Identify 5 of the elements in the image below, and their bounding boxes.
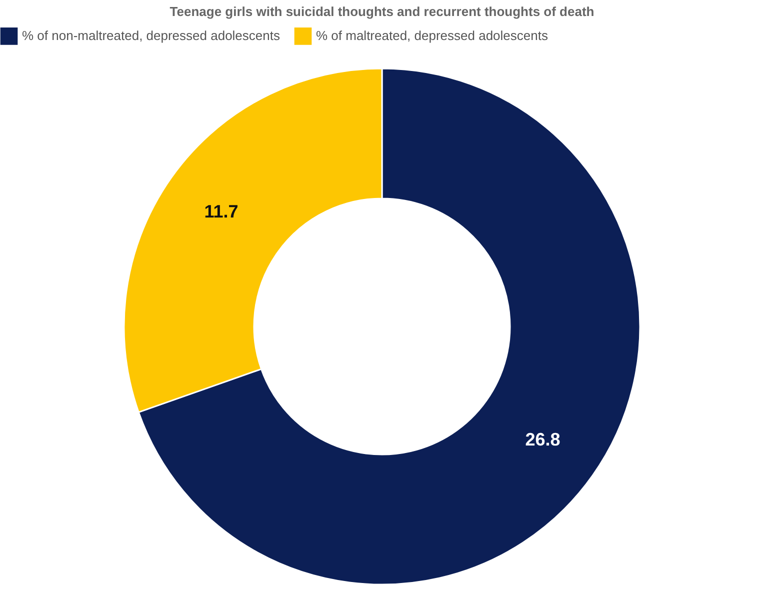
data-label: 11.7 — [204, 202, 238, 222]
legend-label: % of non-maltreated, depressed adolescents — [22, 28, 280, 44]
data-label: 26.8 — [525, 429, 560, 450]
chart-title: Teenage girls with suicidal thoughts and recurrent thoughts of death — [170, 4, 594, 19]
legend-label: % of maltreated, depressed adolescents — [316, 28, 548, 44]
